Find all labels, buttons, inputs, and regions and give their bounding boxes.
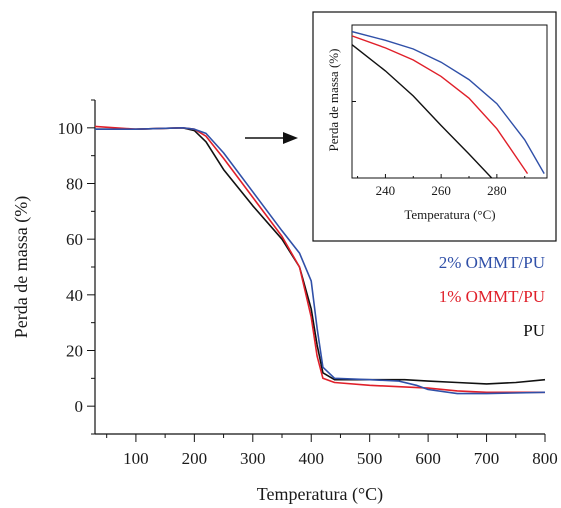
y-tick-label: 0: [75, 397, 84, 416]
inset-series-line-0: [352, 44, 493, 178]
legend-1pct-ommt: 1% OMMT/PU: [439, 287, 545, 306]
y-tick-label: 100: [58, 119, 84, 138]
inset-frame: [312, 11, 557, 242]
main-series-line-0: [95, 127, 546, 385]
x-tick-label: 400: [298, 449, 324, 468]
x-tick-label: 800: [532, 449, 558, 468]
x-tick-label: 100: [123, 449, 149, 468]
x-tick-label: 600: [415, 449, 441, 468]
inset-y-axis-title: Perda de massa (%): [326, 49, 341, 152]
y-tick-label: 80: [66, 175, 83, 194]
inset-x-tick-label: 280: [487, 183, 507, 198]
main-series-line-2: [95, 127, 546, 395]
x-tick-label: 700: [474, 449, 500, 468]
x-tick-label: 300: [240, 449, 266, 468]
inset-series: [352, 30, 545, 178]
inset-x-axis-title: Temperatura (°C): [404, 207, 495, 222]
legend-pu: PU: [523, 321, 545, 340]
inset-arrow: [245, 132, 298, 144]
x-tick-label: 200: [182, 449, 208, 468]
inset-x-tick-label: 260: [431, 183, 451, 198]
y-tick-label: 60: [66, 230, 83, 249]
main-y-axis-title: Perda de massa (%): [11, 196, 32, 338]
y-tick-label: 40: [66, 286, 83, 305]
main-ticks: 0 20 40 60 80 100 100 200 300 400 500 600 700 800: [58, 99, 558, 468]
x-tick-label: 500: [357, 449, 383, 468]
main-x-axis-title: Temperatura (°C): [257, 484, 383, 505]
inset-series-line-1: [352, 35, 529, 174]
main-series: [94, 125, 546, 395]
inset-series-line-2: [352, 30, 545, 174]
inset-x-tick-label: 240: [376, 183, 396, 198]
y-tick-label: 20: [66, 342, 83, 361]
inset-ticks: 240 260 280: [352, 101, 526, 198]
legend-2pct-ommt: 2% OMMT/PU: [439, 253, 545, 272]
